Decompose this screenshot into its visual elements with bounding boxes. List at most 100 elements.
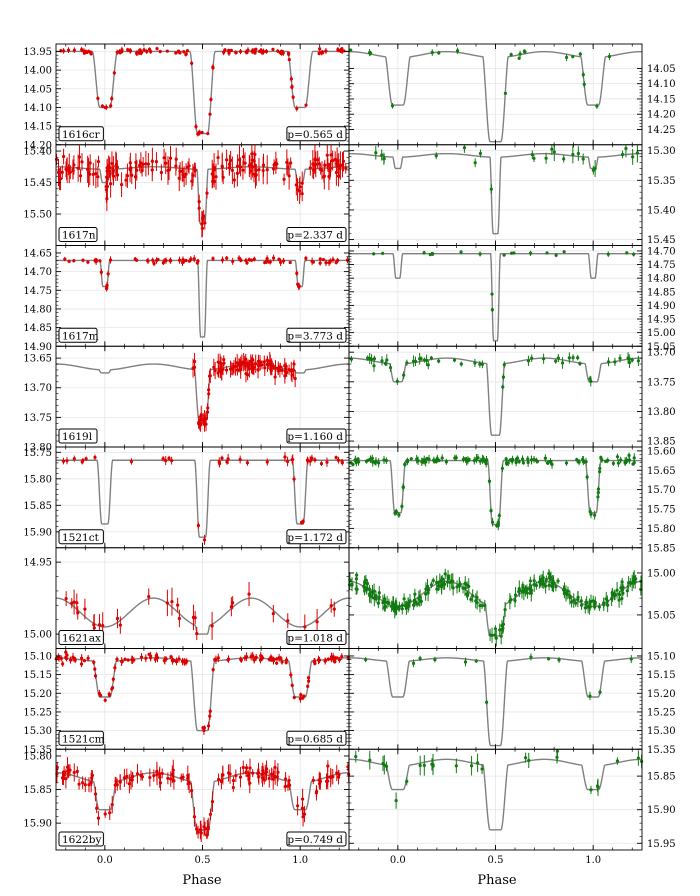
data-point [184, 258, 188, 263]
data-point [556, 356, 560, 360]
data-point [295, 106, 299, 111]
data-point [174, 51, 178, 55]
data-point [164, 161, 168, 165]
data-point [72, 48, 76, 52]
data-point [152, 261, 156, 266]
data-point [490, 520, 495, 524]
data-point [440, 456, 444, 460]
data-point [231, 785, 235, 790]
data-point [92, 660, 96, 664]
period-label: p=1.160 d [287, 431, 343, 443]
data-point [303, 625, 307, 629]
data-point [164, 657, 168, 661]
data-point [72, 770, 76, 775]
data-point [317, 162, 321, 166]
data-point [617, 593, 622, 597]
data-point [271, 659, 276, 663]
data-point [354, 587, 358, 591]
data-point [189, 789, 194, 793]
data-point [250, 152, 254, 156]
data-point [184, 660, 188, 664]
star-label-box: 1617m [58, 327, 99, 343]
data-point [319, 461, 324, 466]
y-tick-label: 15.90 [23, 527, 52, 538]
data-point [604, 459, 608, 463]
y-tick-label: 14.15 [647, 94, 676, 105]
data-point [387, 601, 391, 605]
data-point [67, 259, 71, 263]
data-point [96, 96, 100, 101]
data-point [564, 461, 569, 465]
data-point [513, 593, 518, 597]
data-point [427, 588, 431, 592]
y-tick-label: 14.80 [647, 274, 676, 285]
data-point [473, 361, 477, 365]
data-point [466, 458, 470, 462]
data-point [210, 624, 214, 628]
data-point [335, 771, 339, 775]
data-point [258, 658, 263, 662]
data-point [152, 774, 156, 778]
data-point [101, 624, 105, 628]
data-point [598, 690, 602, 694]
y-tick-label: 15.00 [647, 568, 676, 579]
y-tick-label: 14.00 [23, 66, 52, 77]
data-point [611, 461, 615, 466]
data-point [514, 460, 518, 465]
data-point [500, 466, 504, 471]
y-tick-label: 15.00 [23, 630, 52, 641]
data-point [537, 580, 542, 584]
data-point [365, 581, 370, 586]
data-point [231, 778, 236, 783]
data-point [606, 252, 610, 256]
data-point [541, 576, 545, 580]
data-point [627, 360, 632, 365]
data-point [267, 657, 271, 661]
period-label: p=3.773 d [287, 330, 343, 342]
data-point [368, 758, 372, 762]
data-point [135, 168, 139, 172]
data-point [415, 602, 419, 606]
data-point [529, 458, 534, 462]
data-point [308, 459, 312, 463]
data-point [268, 260, 272, 264]
x-axis-title-right: Phase [477, 873, 517, 888]
data-point [506, 461, 510, 465]
data-point [249, 359, 253, 364]
data-point [206, 131, 210, 136]
data-point [325, 153, 329, 157]
y-tick-label: 15.80 [23, 751, 52, 762]
data-point [289, 369, 293, 373]
data-point [437, 51, 441, 55]
data-point [475, 761, 480, 765]
star-label-box: 1521cm [58, 730, 105, 746]
data-point [302, 694, 306, 698]
data-point [568, 594, 572, 598]
data-point [367, 587, 371, 591]
data-point [598, 466, 602, 471]
data-point [238, 258, 243, 262]
data-point [217, 460, 221, 464]
data-point [115, 616, 120, 621]
data-point [216, 360, 220, 364]
y-tick-label: 15.25 [647, 707, 676, 718]
data-point [290, 84, 294, 89]
y-tick-label: 13.70 [647, 348, 676, 359]
data-point [165, 49, 169, 53]
data-point [493, 627, 498, 631]
data-point [208, 112, 212, 116]
data-point [196, 830, 200, 834]
data-point [162, 156, 166, 160]
data-point [406, 601, 410, 605]
data-point [64, 596, 68, 601]
data-point [627, 458, 631, 462]
data-point [287, 783, 292, 787]
panel-1622by-right: 15.85 15.90 15.95 0.0 0.5 1.0 [348, 748, 676, 866]
data-point [250, 49, 254, 53]
data-point [88, 172, 92, 176]
y-tick-label: 15.30 [23, 726, 52, 737]
data-point [542, 357, 546, 361]
data-point [615, 455, 620, 459]
data-point [320, 168, 324, 173]
star-label-frame [58, 126, 104, 142]
